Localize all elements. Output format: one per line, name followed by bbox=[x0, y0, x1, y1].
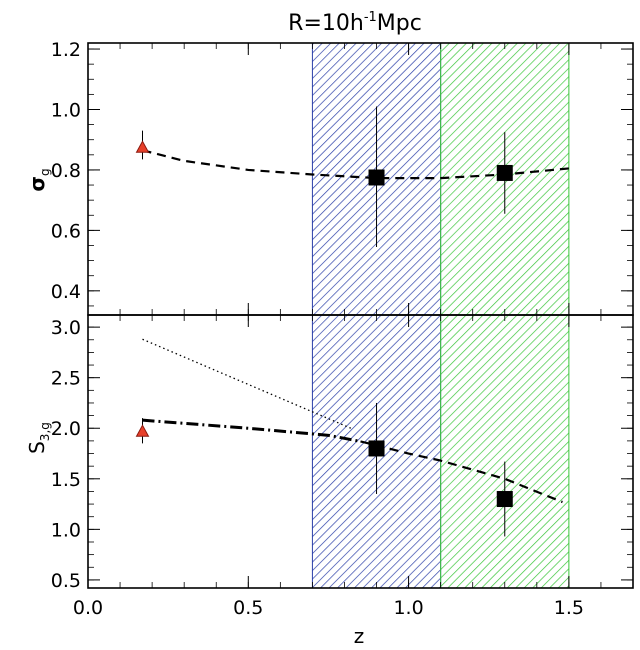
x-tick-label: 1.0 bbox=[393, 597, 423, 619]
x-axis-title: z bbox=[354, 624, 365, 648]
y-tick-label: 1.5 bbox=[51, 469, 81, 491]
y-tick-label: 0.5 bbox=[51, 570, 81, 592]
y-tick-label: 3.0 bbox=[51, 317, 81, 339]
curve-dotted-0 bbox=[142, 338, 352, 429]
data-point-triangle-0 bbox=[135, 140, 150, 153]
x-tick-label: 1.5 bbox=[554, 597, 584, 619]
y-tick-label: 1.0 bbox=[51, 99, 81, 121]
x-tick-label: 0.5 bbox=[233, 597, 263, 619]
sigma-axis-title: σg bbox=[25, 168, 52, 191]
skewness-axis-title: S3,g bbox=[25, 422, 52, 454]
panel-frame-1 bbox=[87, 314, 634, 589]
chart-title: R=10h-1Mpc bbox=[288, 10, 422, 36]
data-point-square-1 bbox=[496, 491, 513, 508]
y-tick-label: 2.0 bbox=[51, 418, 81, 440]
data-point-square-0 bbox=[368, 440, 385, 457]
data-point-triangle-0 bbox=[135, 424, 150, 437]
curve-dashed-2 bbox=[360, 440, 563, 504]
data-point-square-1 bbox=[496, 164, 513, 181]
y-tick-label: 1.0 bbox=[51, 519, 81, 541]
curve-dashed-0 bbox=[142, 149, 569, 180]
y-tick-label: 0.8 bbox=[51, 160, 81, 182]
y-tick-label: 1.2 bbox=[51, 39, 81, 61]
y-tick-label: 0.6 bbox=[51, 220, 81, 242]
y-tick-label: 0.4 bbox=[51, 281, 81, 303]
data-point-square-0 bbox=[368, 169, 385, 186]
skewness-panel: 0.5 1.0 1.5 2.0 2.5 3.0 bbox=[51, 314, 634, 592]
curve-dashdot-1 bbox=[142, 418, 361, 443]
y-tick-label: 2.5 bbox=[51, 368, 81, 390]
x-tick-label: 0.0 bbox=[73, 597, 103, 619]
